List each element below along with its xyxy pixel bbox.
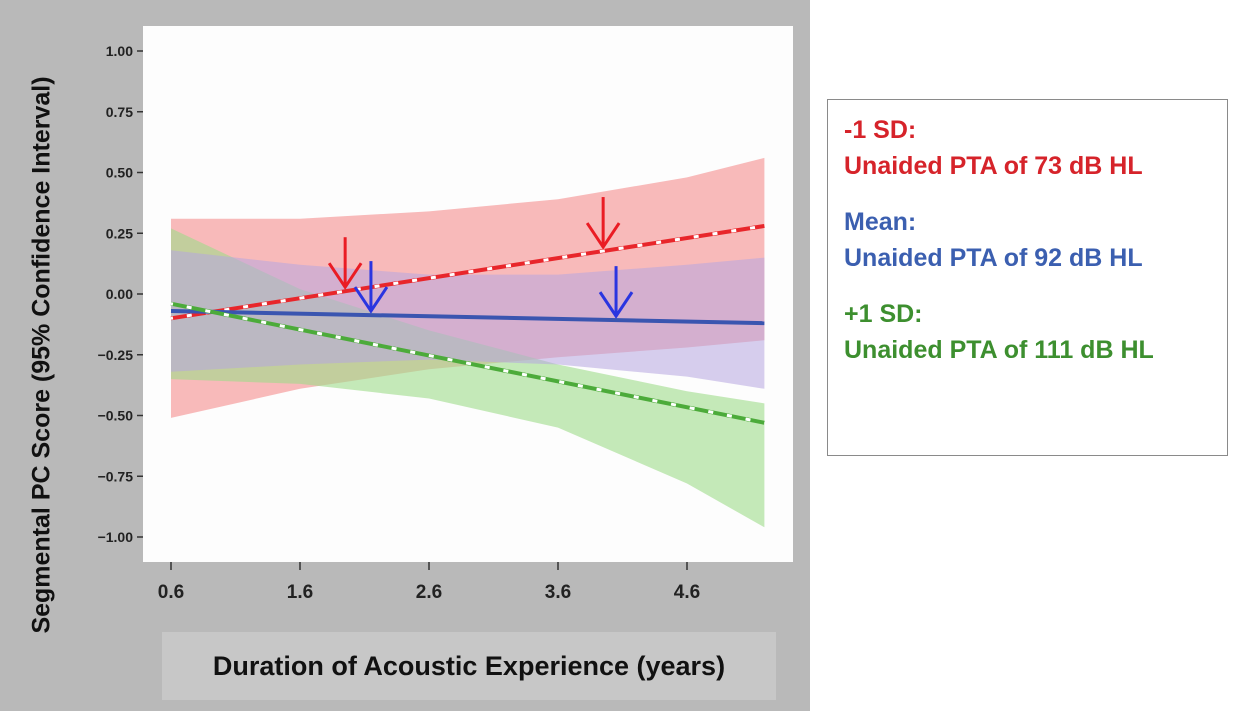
x-axis-label: Duration of Acoustic Experience (years) [212, 650, 726, 681]
legend-item-plus1sd: +1 SD: Unaided PTA of 111 dB HL [844, 296, 1227, 368]
legend-item-description: Unaided PTA of 92 dB HL [844, 244, 1143, 272]
y-tick-label: −0.50 [98, 408, 134, 424]
y-tick-label: 0.75 [106, 104, 133, 120]
arrow-mean-2 [598, 266, 634, 319]
legend-item-title: +1 SD: [844, 300, 923, 328]
y-axis-label: Segmental PC Score (95% Confidence Inter… [27, 76, 56, 634]
legend-item-minus1sd: -1 SD: Unaided PTA of 73 dB HL [844, 112, 1227, 184]
arrow-minus1sd-2 [585, 197, 621, 250]
y-tick-label: 1.00 [106, 43, 133, 59]
arrow-markers [327, 197, 634, 319]
legend-item-description: Unaided PTA of 73 dB HL [844, 152, 1143, 180]
series-line-minus1sd [170, 223, 765, 321]
legend-item-title: -1 SD: [844, 116, 917, 144]
arrow-head [598, 291, 634, 319]
y-tick-label: −0.75 [98, 468, 134, 484]
series-line-mean [170, 309, 765, 326]
y-tick-label: 0.50 [106, 165, 133, 181]
x-tick-label: 4.6 [674, 582, 700, 603]
x-tick-label: 3.6 [545, 582, 571, 603]
legend-item-title: Mean: [844, 208, 917, 236]
y-tick-label: 0.25 [106, 225, 133, 241]
legend-item-description: Unaided PTA of 111 dB HL [844, 336, 1154, 364]
x-tick-label: 1.6 [287, 582, 313, 603]
arrow-head [327, 262, 363, 290]
arrow-mean-1 [353, 261, 389, 314]
y-axis-ticks: 1.00 0.75 0.50 0.25 0.00 −0.25 −0.50 −0.75 −1.00 [98, 43, 143, 545]
series-line-dash-plus1sd [170, 302, 765, 425]
arrow-head [585, 222, 621, 250]
x-tick-label: 2.6 [416, 582, 442, 603]
legend-item-mean: Mean: Unaided PTA of 92 dB HL [844, 204, 1227, 276]
legend: -1 SD: Unaided PTA of 73 dB HL Mean: Una… [827, 99, 1228, 456]
chart-plot: 1.00 0.75 0.50 0.25 0.00 −0.25 −0.50 −0.75 −1.00… [98, 26, 793, 603]
arrow-head [353, 286, 389, 314]
x-tick-label: 0.6 [158, 582, 184, 603]
x-axis-ticks: 0.6 1.6 2.6 3.6 4.6 [158, 562, 700, 603]
y-tick-label: 0.00 [106, 286, 133, 302]
y-tick-label: −0.25 [98, 347, 134, 363]
series-lines [170, 223, 765, 425]
x-axis-label-box: Duration of Acoustic Experience (years) [162, 632, 776, 700]
y-tick-label: −1.00 [98, 529, 134, 545]
arrow-minus1sd-1 [327, 237, 363, 290]
